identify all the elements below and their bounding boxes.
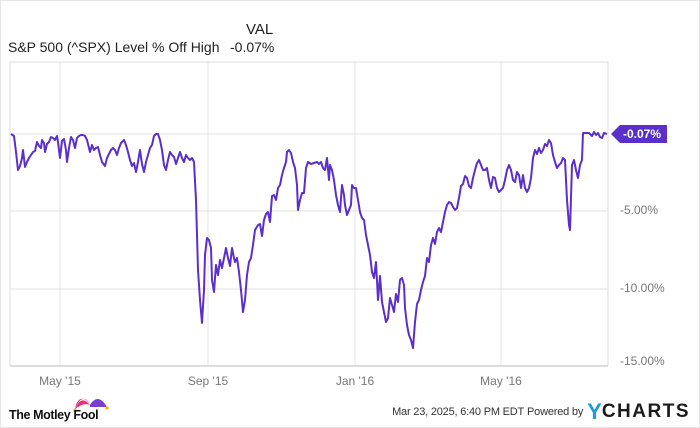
footer-attribution: Mar 23, 2025, 6:40 PM EDT Powered by Y C… — [392, 400, 690, 424]
end-value-label: -0.07% — [620, 125, 668, 143]
powered-by-text: Powered by — [527, 406, 584, 418]
y-tick-15: -15.00% — [620, 354, 665, 368]
x-tick-sep15: Sep '15 — [187, 374, 229, 388]
logo-text: The Motley Fool — [9, 408, 99, 422]
legend: VAL S&P 500 (^SPX) Level % Off High -0.0… — [8, 18, 308, 58]
series-line-spx[interactable] — [10, 131, 608, 349]
legend-series-value: -0.07% — [230, 39, 275, 55]
jester-hat-icon — [73, 398, 109, 412]
motley-fool-logo[interactable]: The Motley Fool — [9, 392, 119, 424]
y-tick-10: -10.00% — [620, 281, 665, 295]
x-tick-may15: May '15 — [39, 374, 81, 388]
ycharts-wordmark: CHARTS — [601, 401, 690, 422]
legend-column-header: VAL — [246, 21, 274, 38]
legend-series-name[interactable]: S&P 500 (^SPX) Level % Off High — [8, 39, 220, 55]
y-tick-5: -5.00% — [620, 203, 659, 217]
x-tick-may16: May '16 — [480, 374, 522, 388]
x-tick-jan16: Jan '16 — [335, 374, 375, 388]
ycharts-y-icon: Y — [587, 399, 602, 424]
marker-pointer-icon — [611, 125, 620, 143]
plot-area — [9, 61, 609, 367]
timestamp: Mar 23, 2025, 6:40 PM EDT — [392, 406, 525, 418]
ycharts-logo[interactable]: Y CHARTS — [587, 401, 690, 423]
